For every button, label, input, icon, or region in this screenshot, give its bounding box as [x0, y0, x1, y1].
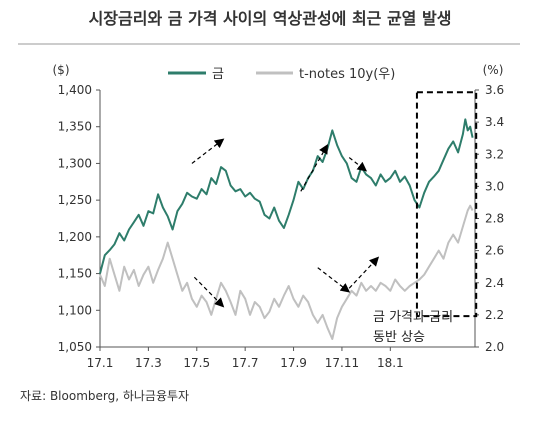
x-tick-label: 17.11 — [325, 356, 359, 370]
right-tick-label: 2.2 — [485, 308, 504, 322]
right-tick-label: 3.2 — [485, 147, 504, 161]
right-tick-label: 2.4 — [485, 276, 504, 290]
annotation-line-2: 동반 상승 — [373, 330, 425, 345]
trend-arrow — [348, 256, 380, 289]
left-tick-label: 1,100 — [58, 303, 92, 317]
left-tick-label: 1,300 — [58, 156, 92, 170]
x-tick-label: 18.1 — [377, 356, 404, 370]
arrows — [191, 91, 478, 318]
chart-title: 시장금리와 금 가격 사이의 역상관성에 최근 균열 발생 — [89, 9, 452, 28]
gold-series-line — [99, 118, 474, 274]
legend-gold-label: 금 — [212, 67, 224, 82]
highlight-box — [415, 91, 478, 318]
annotation-line-1: 금 가격과 금리 — [373, 310, 453, 325]
x-tick-label: 17.9 — [280, 356, 307, 370]
right-tick-label: 2.0 — [485, 340, 504, 354]
left-tick-label: 1,400 — [58, 83, 92, 97]
x-tick-label: 17.5 — [183, 356, 210, 370]
left-tick-label: 1,200 — [58, 230, 92, 244]
axes: 1,050 1,100 1,150 1,200 1,250 1,300 1,350 1,400… — [58, 83, 504, 370]
legend: 금 t-notes 10y(우) — [168, 67, 395, 82]
right-tick-label: 2.6 — [485, 244, 504, 258]
tnotes-series-line — [99, 204, 474, 340]
right-axis-unit: (%) — [483, 63, 504, 77]
left-tick-label: 1,150 — [58, 267, 92, 281]
left-tick-label: 1,050 — [58, 340, 92, 354]
left-tick-label: 1,250 — [58, 193, 92, 207]
right-tick-label: 3.0 — [485, 179, 504, 193]
right-tick-label: 2.8 — [485, 212, 504, 226]
trend-arrow — [348, 157, 368, 172]
x-tick-label: 17.7 — [232, 356, 259, 370]
left-axis-unit: ($) — [53, 63, 70, 77]
trend-arrow — [317, 267, 351, 293]
legend-tnotes-label: t-notes 10y(우) — [299, 67, 395, 82]
trend-arrow — [191, 138, 225, 164]
left-tick-label: 1,350 — [58, 120, 92, 134]
source-note: 자료: Bloomberg, 하나금융투자 — [20, 389, 189, 403]
trend-arrow — [300, 144, 329, 192]
series-layer — [99, 118, 474, 340]
x-tick-label: 17.1 — [87, 356, 114, 370]
right-tick-label: 3.6 — [485, 83, 504, 97]
right-tick-label: 3.4 — [485, 115, 504, 129]
x-tick-label: 17.3 — [135, 356, 162, 370]
